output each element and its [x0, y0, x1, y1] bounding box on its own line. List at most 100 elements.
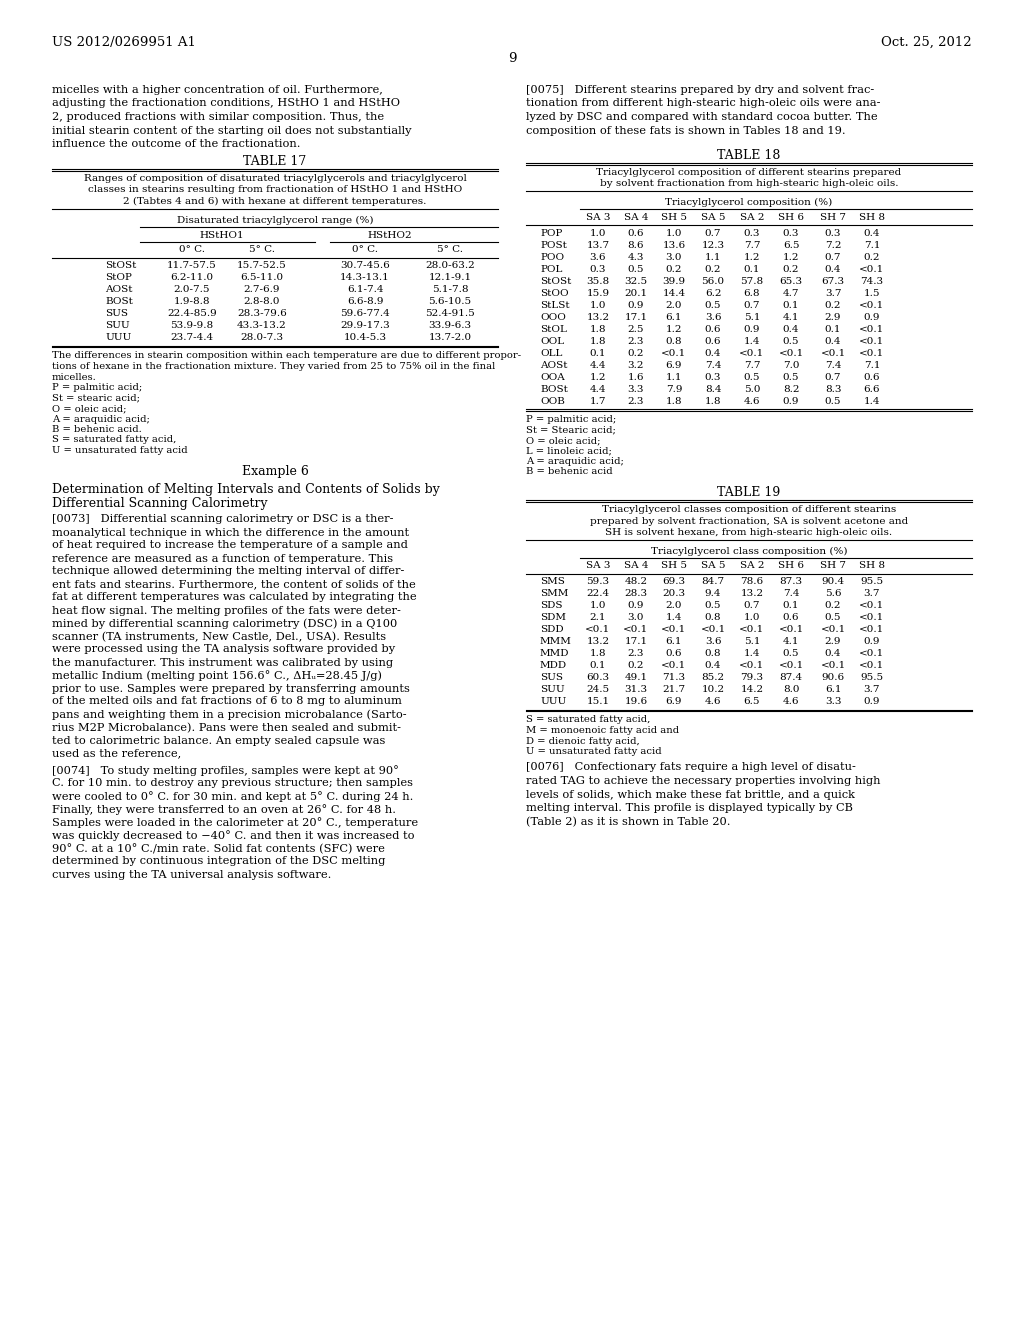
- Text: 3.7: 3.7: [864, 590, 881, 598]
- Text: 0.4: 0.4: [824, 265, 842, 275]
- Text: 15.7-52.5: 15.7-52.5: [238, 261, 287, 271]
- Text: 87.4: 87.4: [779, 673, 803, 682]
- Text: rated TAG to achieve the necessary properties involving high: rated TAG to achieve the necessary prope…: [526, 776, 881, 785]
- Text: fat at different temperatures was calculated by integrating the: fat at different temperatures was calcul…: [52, 593, 417, 602]
- Text: SH 8: SH 8: [859, 213, 885, 222]
- Text: C. for 10 min. to destroy any previous structure; then samples: C. for 10 min. to destroy any previous s…: [52, 779, 413, 788]
- Text: MDD: MDD: [540, 661, 567, 671]
- Text: 2.8-8.0: 2.8-8.0: [244, 297, 281, 306]
- Text: 11.7-57.5: 11.7-57.5: [167, 261, 217, 271]
- Text: 0.7: 0.7: [743, 602, 760, 610]
- Text: curves using the TA universal analysis software.: curves using the TA universal analysis s…: [52, 870, 332, 879]
- Text: <0.1: <0.1: [739, 626, 765, 635]
- Text: <0.1: <0.1: [859, 265, 885, 275]
- Text: SA 5: SA 5: [700, 561, 725, 570]
- Text: 0.6: 0.6: [705, 337, 721, 346]
- Text: 22.4-85.9: 22.4-85.9: [167, 309, 217, 318]
- Text: 74.3: 74.3: [860, 277, 884, 286]
- Text: 39.9: 39.9: [663, 277, 685, 286]
- Text: StOO: StOO: [540, 289, 568, 298]
- Text: 0.9: 0.9: [743, 325, 760, 334]
- Text: 0.6: 0.6: [864, 374, 881, 381]
- Text: 10.4-5.3: 10.4-5.3: [343, 334, 387, 342]
- Text: 0.9: 0.9: [864, 638, 881, 647]
- Text: 7.9: 7.9: [666, 385, 682, 393]
- Text: 9.4: 9.4: [705, 590, 721, 598]
- Text: 6.1-7.4: 6.1-7.4: [347, 285, 383, 294]
- Text: 3.0: 3.0: [628, 614, 644, 623]
- Text: Ranges of composition of disaturated triacylglycerols and triacylglycerol: Ranges of composition of disaturated tri…: [84, 174, 467, 183]
- Text: <0.1: <0.1: [859, 626, 885, 635]
- Text: 0.1: 0.1: [782, 301, 800, 310]
- Text: 6.1: 6.1: [666, 313, 682, 322]
- Text: St = stearic acid;: St = stearic acid;: [52, 393, 140, 403]
- Text: <0.1: <0.1: [739, 661, 765, 671]
- Text: 13.2: 13.2: [587, 638, 609, 647]
- Text: <0.1: <0.1: [700, 626, 726, 635]
- Text: 0.5: 0.5: [824, 397, 842, 407]
- Text: POP: POP: [540, 228, 562, 238]
- Text: 13.2: 13.2: [587, 313, 609, 322]
- Text: 1.4: 1.4: [666, 614, 682, 623]
- Text: 0.5: 0.5: [628, 265, 644, 275]
- Text: 15.1: 15.1: [587, 697, 609, 706]
- Text: SDD: SDD: [540, 626, 563, 635]
- Text: 13.6: 13.6: [663, 242, 685, 249]
- Text: 1.2: 1.2: [743, 253, 760, 261]
- Text: SH 7: SH 7: [820, 561, 846, 570]
- Text: 95.5: 95.5: [860, 673, 884, 682]
- Text: 0.6: 0.6: [782, 614, 800, 623]
- Text: were processed using the TA analysis software provided by: were processed using the TA analysis sof…: [52, 644, 395, 655]
- Text: S = saturated fatty acid,: S = saturated fatty acid,: [526, 715, 650, 725]
- Text: ent fats and stearins. Furthermore, the content of solids of the: ent fats and stearins. Furthermore, the …: [52, 579, 416, 590]
- Text: <0.1: <0.1: [859, 661, 885, 671]
- Text: moanalytical technique in which the difference in the amount: moanalytical technique in which the diff…: [52, 528, 410, 537]
- Text: 2.3: 2.3: [628, 397, 644, 407]
- Text: 5.6: 5.6: [824, 590, 842, 598]
- Text: 3.6: 3.6: [705, 638, 721, 647]
- Text: tionation from different high-stearic high-oleic oils were ana-: tionation from different high-stearic hi…: [526, 99, 881, 108]
- Text: StOSt: StOSt: [105, 261, 136, 271]
- Text: 0.1: 0.1: [590, 661, 606, 671]
- Text: 28.3-79.6: 28.3-79.6: [238, 309, 287, 318]
- Text: U = unsaturated fatty acid: U = unsaturated fatty acid: [526, 747, 662, 756]
- Text: 2 (Tabtes 4 and 6) with hexane at different temperatures.: 2 (Tabtes 4 and 6) with hexane at differ…: [123, 197, 427, 206]
- Text: O = oleic acid;: O = oleic acid;: [526, 436, 600, 445]
- Text: U = unsaturated fatty acid: U = unsaturated fatty acid: [52, 446, 187, 455]
- Text: 1.0: 1.0: [590, 228, 606, 238]
- Text: 43.3-13.2: 43.3-13.2: [238, 322, 287, 330]
- Text: 7.7: 7.7: [743, 242, 760, 249]
- Text: 0.1: 0.1: [782, 602, 800, 610]
- Text: 1.2: 1.2: [782, 253, 800, 261]
- Text: 2.1: 2.1: [590, 614, 606, 623]
- Text: 0.2: 0.2: [864, 253, 881, 261]
- Text: 0.2: 0.2: [782, 265, 800, 275]
- Text: SUU: SUU: [540, 685, 564, 694]
- Text: StOP: StOP: [105, 273, 132, 282]
- Text: StOSt: StOSt: [540, 277, 571, 286]
- Text: 48.2: 48.2: [625, 578, 647, 586]
- Text: SDM: SDM: [540, 614, 566, 623]
- Text: <0.1: <0.1: [859, 614, 885, 623]
- Text: 6.2: 6.2: [705, 289, 721, 298]
- Text: technique allowed determining the melting interval of differ-: technique allowed determining the meltin…: [52, 566, 404, 577]
- Text: determined by continuous integration of the DSC melting: determined by continuous integration of …: [52, 857, 385, 866]
- Text: influence the outcome of the fractionation.: influence the outcome of the fractionati…: [52, 139, 300, 149]
- Text: micelles.: micelles.: [52, 372, 96, 381]
- Text: 5.1: 5.1: [743, 313, 760, 322]
- Text: <0.1: <0.1: [859, 649, 885, 659]
- Text: SH 6: SH 6: [778, 561, 804, 570]
- Text: 30.7-45.6: 30.7-45.6: [340, 261, 390, 271]
- Text: 6.5-11.0: 6.5-11.0: [241, 273, 284, 282]
- Text: 0° C.: 0° C.: [179, 246, 205, 255]
- Text: 2.0-7.5: 2.0-7.5: [174, 285, 210, 294]
- Text: the manufacturer. This instrument was calibrated by using: the manufacturer. This instrument was ca…: [52, 657, 393, 668]
- Text: Triacylglycerol composition (%): Triacylglycerol composition (%): [666, 198, 833, 207]
- Text: 0.4: 0.4: [705, 348, 721, 358]
- Text: HStHO1: HStHO1: [200, 231, 245, 239]
- Text: 1.7: 1.7: [590, 397, 606, 407]
- Text: Oct. 25, 2012: Oct. 25, 2012: [882, 36, 972, 49]
- Text: OOB: OOB: [540, 397, 565, 407]
- Text: 8.4: 8.4: [705, 385, 721, 393]
- Text: 21.7: 21.7: [663, 685, 685, 694]
